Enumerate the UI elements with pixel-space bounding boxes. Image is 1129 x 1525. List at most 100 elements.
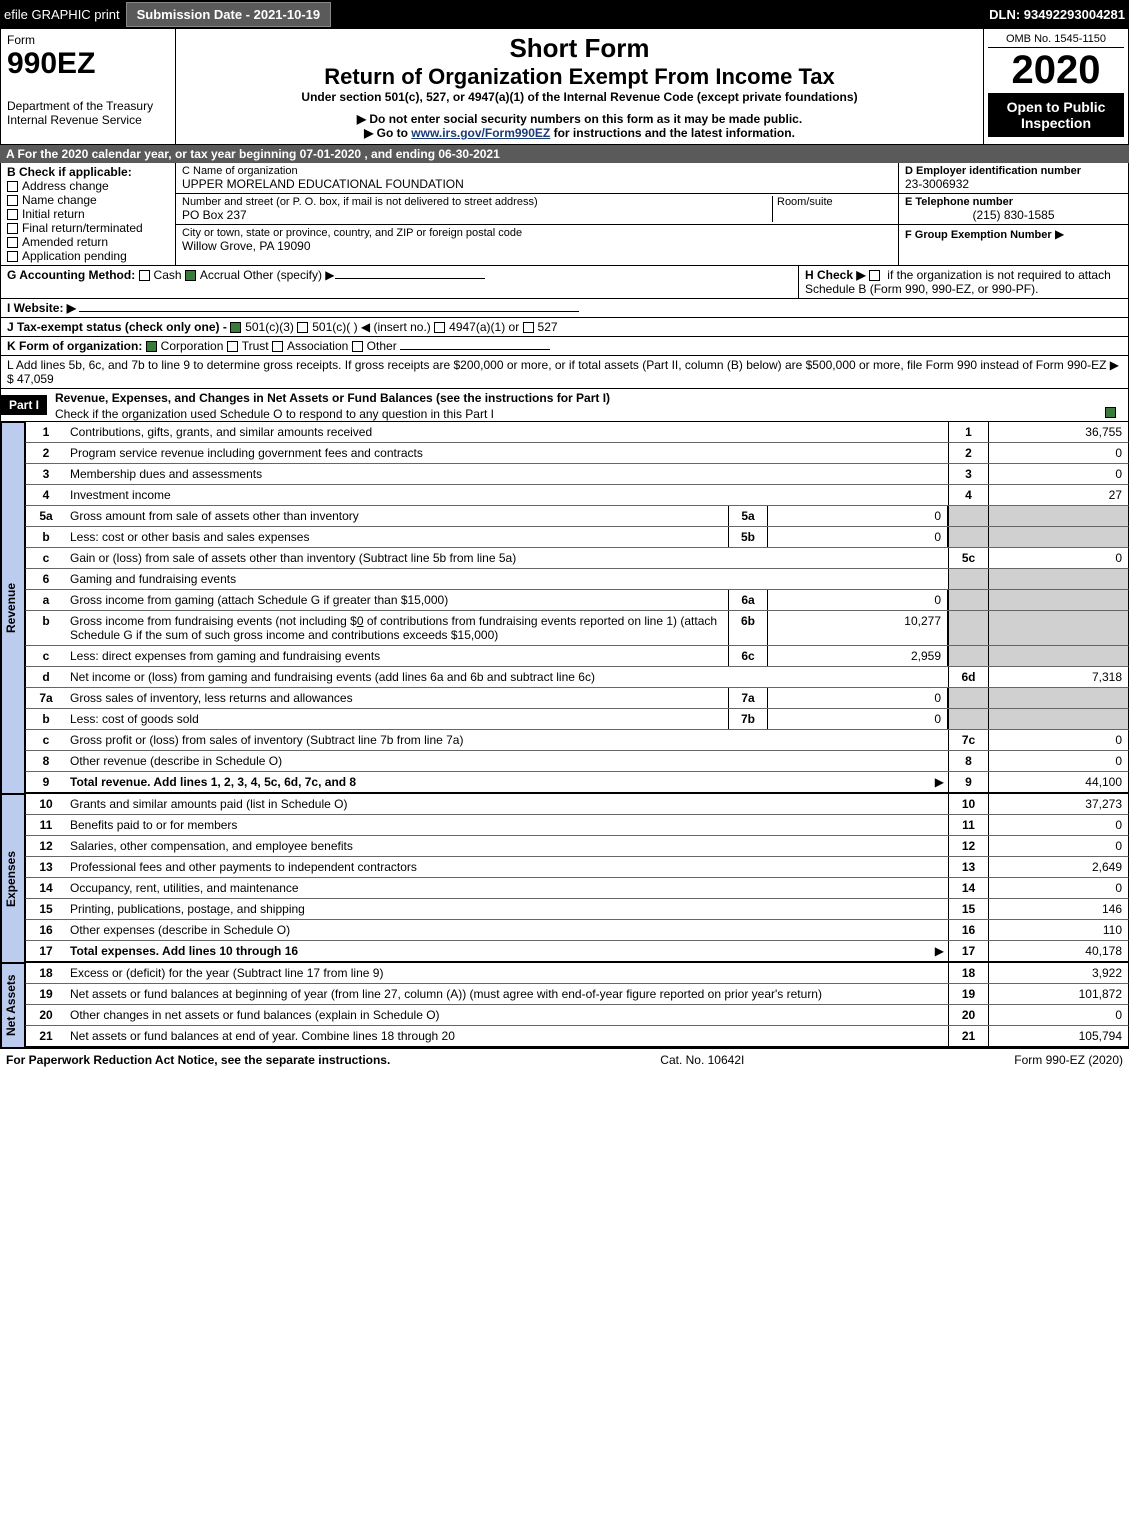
- top-bar: efile GRAPHIC print Submission Date - 20…: [0, 0, 1129, 29]
- net-assets-side-label: Net Assets: [1, 963, 25, 1048]
- check-initial[interactable]: Initial return: [7, 207, 169, 221]
- page-footer: For Paperwork Reduction Act Notice, see …: [0, 1048, 1129, 1071]
- line-1: 1Contributions, gifts, grants, and simil…: [25, 422, 1129, 443]
- org-city: Willow Grove, PA 19090: [182, 239, 892, 253]
- line-4: 4Investment income427: [25, 485, 1129, 506]
- section-i: I Website: ▶: [0, 299, 1129, 318]
- line-6: 6Gaming and fundraising events: [25, 569, 1129, 590]
- under-section: Under section 501(c), 527, or 4947(a)(1)…: [182, 90, 977, 104]
- line-11: 11Benefits paid to or for members110: [25, 815, 1129, 836]
- form-number: 990EZ: [7, 47, 169, 81]
- form-header: Form 990EZ Department of the Treasury In…: [0, 29, 1129, 145]
- omb-number: OMB No. 1545-1150: [988, 31, 1124, 48]
- check-other-org[interactable]: [352, 341, 363, 352]
- line-5c: cGain or (loss) from sale of assets othe…: [25, 548, 1129, 569]
- line-15: 15Printing, publications, postage, and s…: [25, 899, 1129, 920]
- check-assoc[interactable]: [272, 341, 283, 352]
- revenue-section: Revenue 1Contributions, gifts, grants, a…: [0, 422, 1129, 794]
- check-pending[interactable]: Application pending: [7, 249, 169, 263]
- check-schedule-o[interactable]: [1105, 407, 1116, 418]
- line-2: 2Program service revenue including gover…: [25, 443, 1129, 464]
- section-k: K Form of organization: Corporation Trus…: [0, 337, 1129, 356]
- line-13: 13Professional fees and other payments t…: [25, 857, 1129, 878]
- line-9: 9Total revenue. Add lines 1, 2, 3, 4, 5c…: [25, 772, 1129, 794]
- line-16: 16Other expenses (describe in Schedule O…: [25, 920, 1129, 941]
- other-org-input[interactable]: [400, 349, 550, 350]
- check-accrual[interactable]: [185, 270, 196, 281]
- check-cash[interactable]: [139, 270, 150, 281]
- check-501c3[interactable]: [230, 322, 241, 333]
- irs-link[interactable]: www.irs.gov/Form990EZ: [411, 126, 550, 140]
- note-ssn: ▶ Do not enter social security numbers o…: [182, 112, 977, 126]
- tax-year: 2020: [988, 48, 1124, 93]
- line-6b: bGross income from fundraising events (n…: [25, 611, 1129, 646]
- section-c-name: C Name of organization UPPER MORELAND ED…: [176, 163, 898, 194]
- line-6c: cLess: direct expenses from gaming and f…: [25, 646, 1129, 667]
- section-a: A For the 2020 calendar year, or tax yea…: [0, 145, 1129, 163]
- section-l: L Add lines 5b, 6c, and 7b to line 9 to …: [0, 356, 1129, 389]
- return-title: Return of Organization Exempt From Incom…: [182, 64, 977, 90]
- gross-receipts: 47,059: [17, 372, 54, 386]
- part-1-header: Part I Revenue, Expenses, and Changes in…: [0, 389, 1129, 422]
- footer-left: For Paperwork Reduction Act Notice, see …: [6, 1053, 390, 1067]
- section-j: J Tax-exempt status (check only one) - 5…: [0, 318, 1129, 337]
- room-suite-label: Room/suite: [772, 196, 892, 222]
- section-bcdef: B Check if applicable: Address change Na…: [0, 163, 1129, 266]
- org-street: PO Box 237: [182, 208, 772, 222]
- check-amended[interactable]: Amended return: [7, 235, 169, 249]
- line-3: 3Membership dues and assessments30: [25, 464, 1129, 485]
- revenue-side-label: Revenue: [1, 422, 25, 794]
- telephone: (215) 830-1585: [905, 208, 1122, 222]
- section-c-city: City or town, state or province, country…: [176, 225, 898, 255]
- check-trust[interactable]: [227, 341, 238, 352]
- check-address[interactable]: Address change: [7, 179, 169, 193]
- other-specify-input[interactable]: [335, 278, 485, 279]
- irs-label: Internal Revenue Service: [7, 113, 169, 127]
- check-name[interactable]: Name change: [7, 193, 169, 207]
- expenses-side-label: Expenses: [1, 794, 25, 963]
- check-527[interactable]: [523, 322, 534, 333]
- short-form-title: Short Form: [182, 33, 977, 64]
- section-e: E Telephone number (215) 830-1585: [899, 194, 1128, 225]
- section-h-label: H Check ▶: [805, 268, 866, 282]
- note-goto: ▶ Go to www.irs.gov/Form990EZ for instru…: [182, 126, 977, 140]
- footer-right: Form 990-EZ (2020): [1014, 1053, 1123, 1067]
- line-5a: 5aGross amount from sale of assets other…: [25, 506, 1129, 527]
- line-7b: bLess: cost of goods sold7b0: [25, 709, 1129, 730]
- line-17: 17Total expenses. Add lines 10 through 1…: [25, 941, 1129, 963]
- line-7a: 7aGross sales of inventory, less returns…: [25, 688, 1129, 709]
- line-8: 8Other revenue (describe in Schedule O)8…: [25, 751, 1129, 772]
- submission-date-button[interactable]: Submission Date - 2021-10-19: [126, 2, 332, 27]
- line-10: 10Grants and similar amounts paid (list …: [25, 794, 1129, 815]
- section-g-label: G Accounting Method:: [7, 268, 135, 282]
- dln-label: DLN: 93492293004281: [989, 7, 1125, 22]
- check-final[interactable]: Final return/terminated: [7, 221, 169, 235]
- line-18: 18Excess or (deficit) for the year (Subt…: [25, 963, 1129, 984]
- check-corp[interactable]: [146, 341, 157, 352]
- footer-cat: Cat. No. 10642I: [660, 1053, 744, 1067]
- line-12: 12Salaries, other compensation, and empl…: [25, 836, 1129, 857]
- line-19: 19Net assets or fund balances at beginni…: [25, 984, 1129, 1005]
- line-6a: aGross income from gaming (attach Schedu…: [25, 590, 1129, 611]
- website-input[interactable]: [79, 311, 579, 312]
- section-gh: G Accounting Method: Cash Accrual Other …: [0, 266, 1129, 299]
- line-20: 20Other changes in net assets or fund ba…: [25, 1005, 1129, 1026]
- line-6d: dNet income or (loss) from gaming and fu…: [25, 667, 1129, 688]
- org-name: UPPER MORELAND EDUCATIONAL FOUNDATION: [182, 177, 892, 191]
- net-assets-section: Net Assets 18Excess or (deficit) for the…: [0, 963, 1129, 1048]
- form-label: Form: [7, 33, 169, 47]
- line-5b: bLess: cost or other basis and sales exp…: [25, 527, 1129, 548]
- section-f: F Group Exemption Number ▶: [899, 225, 1128, 243]
- line-21: 21Net assets or fund balances at end of …: [25, 1026, 1129, 1048]
- ein: 23-3006932: [905, 177, 1122, 191]
- line-14: 14Occupancy, rent, utilities, and mainte…: [25, 878, 1129, 899]
- check-schedule-b[interactable]: [869, 270, 880, 281]
- check-4947[interactable]: [434, 322, 445, 333]
- section-d: D Employer identification number 23-3006…: [899, 163, 1128, 194]
- open-inspection: Open to Public Inspection: [988, 93, 1124, 137]
- dept-label: Department of the Treasury: [7, 99, 169, 113]
- check-501c[interactable]: [297, 322, 308, 333]
- expenses-section: Expenses 10Grants and similar amounts pa…: [0, 794, 1129, 963]
- efile-label: efile GRAPHIC print: [4, 7, 120, 22]
- section-c-street: Number and street (or P. O. box, if mail…: [176, 194, 898, 225]
